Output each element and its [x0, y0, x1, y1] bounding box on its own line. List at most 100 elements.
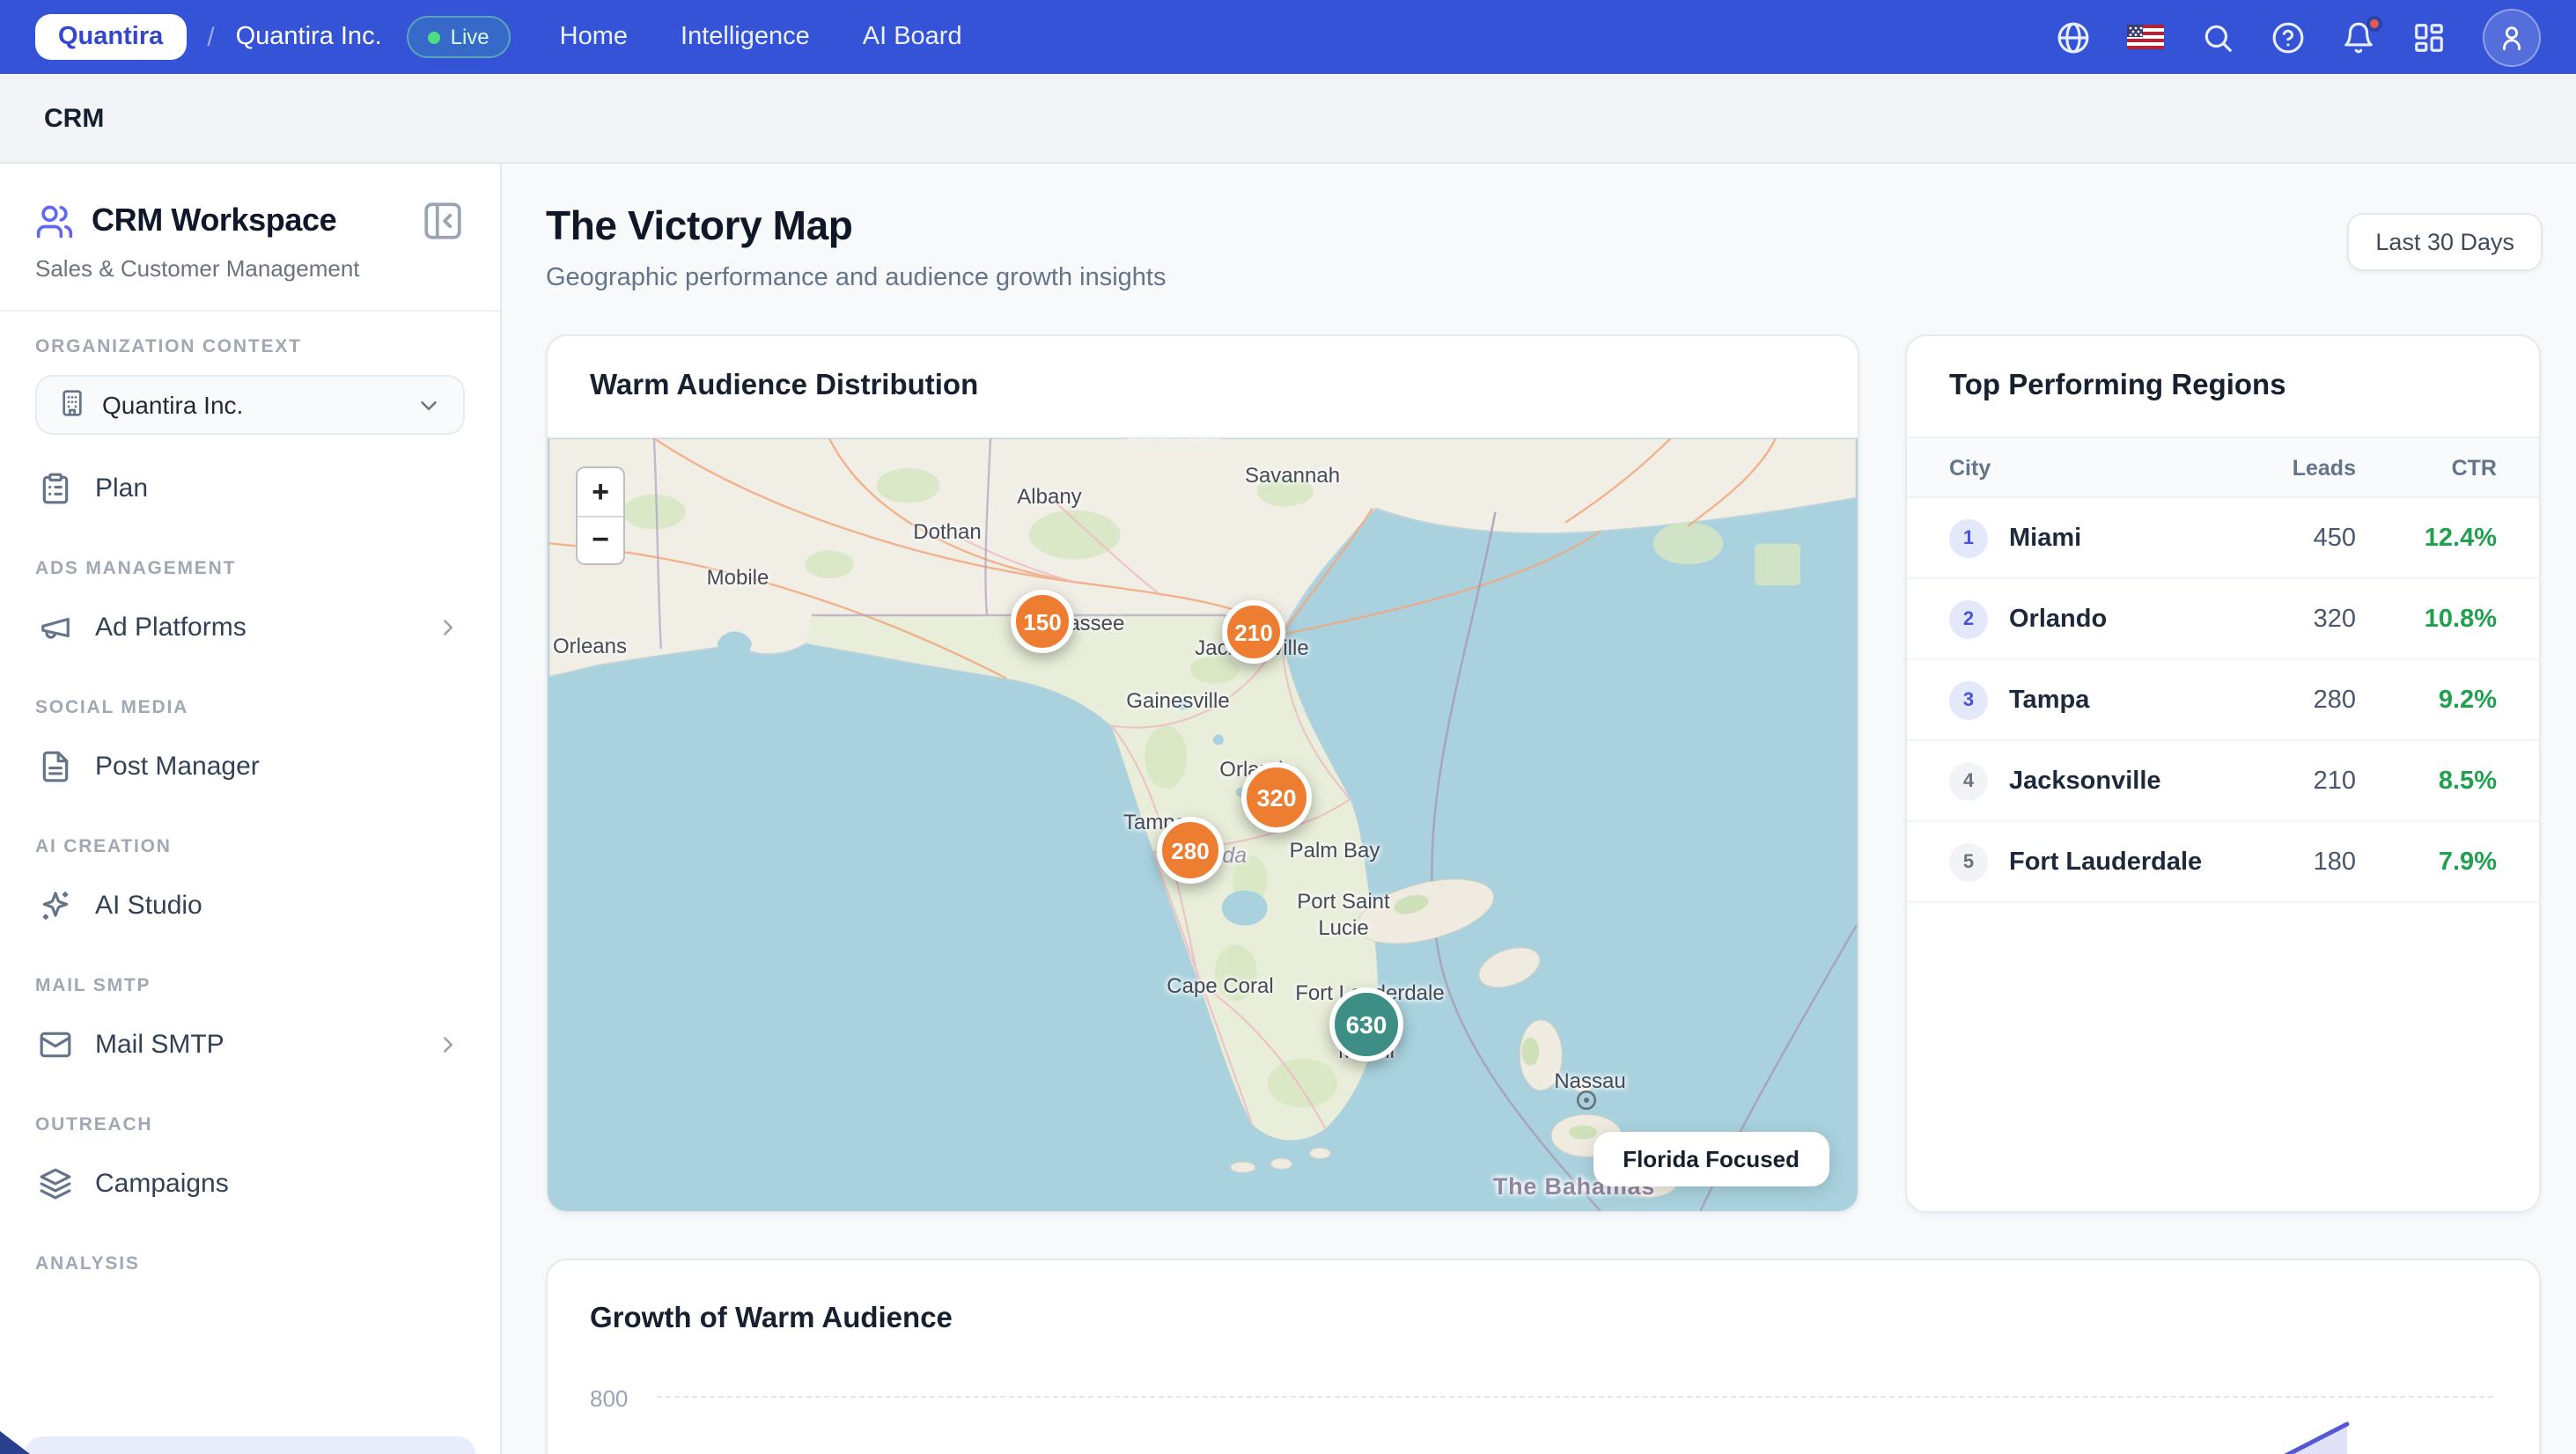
main-content: The Victory Map Geographic performance a…: [502, 164, 2576, 1454]
city-cell: Jacksonville: [2009, 767, 2161, 795]
sidebar-item-mail-smtp[interactable]: Mail SMTP: [35, 1023, 465, 1067]
map-canvas[interactable]: Columbus Savannah Albany Dothan Mobile O…: [548, 438, 1858, 1211]
globe-icon[interactable]: [2057, 20, 2090, 54]
section-organization-context: ORGANIZATION CONTEXT: [35, 336, 302, 357]
column-city: City: [1949, 455, 1991, 480]
rank-badge: 1: [1949, 518, 1988, 557]
map-label-palm-bay: Palm Bay: [1289, 838, 1380, 863]
table-row: 4 Jacksonville 210 8.5%: [1907, 741, 2539, 822]
map-label-albany: Albany: [1017, 484, 1082, 509]
city-cell: Orlando: [2009, 605, 2108, 633]
rank-badge: 4: [1949, 761, 1988, 800]
section-ai-creation: AI CREATION: [35, 836, 172, 857]
workspace-title: CRM Workspace: [92, 202, 337, 238]
chevron-down-icon: [416, 392, 442, 418]
nav-link-ai-board[interactable]: AI Board: [862, 23, 962, 51]
section-analysis: ANALYSIS: [35, 1253, 140, 1274]
map-marker-tallahassee[interactable]: 150: [1011, 590, 1074, 653]
building-icon: [58, 388, 86, 422]
sparkles-icon: [39, 889, 72, 922]
leads-cell: 210: [2313, 767, 2356, 795]
column-leads: Leads: [2292, 455, 2356, 480]
sidebar-active-item-partial[interactable]: [25, 1436, 475, 1454]
page-title: The Victory Map: [546, 202, 853, 248]
map-label-savannah: Savannah: [1244, 463, 1341, 488]
nav-link-intelligence[interactable]: Intelligence: [681, 23, 810, 51]
apps-grid-icon[interactable]: [2412, 20, 2446, 54]
notifications-bell-icon[interactable]: [2342, 15, 2382, 54]
zoom-out-button[interactable]: −: [578, 516, 623, 563]
ctr-cell: 12.4%: [2424, 524, 2497, 552]
help-icon[interactable]: [2271, 20, 2305, 54]
live-dot-icon: [427, 31, 440, 43]
section-mail-smtp: MAIL SMTP: [35, 975, 151, 996]
map-card-title: Warm Audience Distribution: [548, 336, 1858, 438]
sidebar: CRM Workspace Sales & Customer Managemen…: [0, 164, 502, 1454]
target-icon: [1575, 1089, 1598, 1112]
sidebar-item-label: Campaigns: [95, 1169, 229, 1199]
rank-badge: 3: [1949, 680, 1988, 719]
growth-card: Growth of Warm Audience 800: [546, 1259, 2541, 1454]
florida-focused-badge: Florida Focused: [1593, 1132, 1829, 1186]
notification-dot: [2366, 15, 2382, 31]
leads-cell: 180: [2313, 848, 2356, 876]
growth-card-title: Growth of Warm Audience: [590, 1303, 953, 1334]
map-marker-jacksonville[interactable]: 210: [1222, 600, 1285, 664]
leads-cell: 320: [2313, 605, 2356, 633]
map-label-dothan: Dothan: [913, 519, 982, 544]
logo-pill[interactable]: Quantira: [35, 13, 187, 61]
clipboard-icon: [39, 472, 72, 505]
nav-link-home[interactable]: Home: [559, 23, 629, 51]
us-flag-icon[interactable]: [2127, 25, 2164, 49]
user-avatar[interactable]: [2483, 8, 2541, 66]
table-row: 2 Orlando 320 10.8%: [1907, 579, 2539, 660]
map-label-lucie: Lucie: [1318, 915, 1369, 941]
search-icon[interactable]: [2201, 20, 2234, 54]
org-selector[interactable]: Quantira Inc.: [35, 375, 465, 435]
table-header: City Leads CTR: [1907, 438, 2539, 498]
ctr-cell: 7.9%: [2438, 848, 2497, 876]
navbar-actions: [2057, 8, 2541, 66]
map-label-mobile: Mobile: [706, 565, 769, 590]
sidebar-item-campaigns[interactable]: Campaigns: [35, 1162, 465, 1206]
org-selector-value: Quantira Inc.: [102, 391, 244, 419]
sidebar-item-post-manager[interactable]: Post Manager: [35, 745, 465, 789]
sidebar-item-label: Plan: [95, 474, 149, 503]
breadcrumb-org-name[interactable]: Quantira Inc.: [235, 23, 382, 51]
leads-cell: 450: [2313, 524, 2356, 552]
section-ads-management: ADS MANAGEMENT: [35, 558, 237, 579]
map-label-columbus: Columbus: [1125, 438, 1220, 444]
map-label-gainesville: Gainesville: [1126, 688, 1230, 713]
city-cell: Tampa: [2009, 686, 2090, 714]
users-icon: [35, 202, 74, 240]
page-subtitle: Geographic performance and audience grow…: [546, 264, 1167, 292]
sidebar-item-label: Mail SMTP: [95, 1030, 224, 1060]
live-badge-label: Live: [450, 25, 489, 49]
main-nav: Home Intelligence AI Board: [560, 23, 962, 51]
regions-card-title: Top Performing Regions: [1907, 336, 2539, 438]
sidebar-item-ad-platforms[interactable]: Ad Platforms: [35, 606, 465, 650]
map-label-orleans: Orleans: [552, 634, 628, 658]
mail-icon: [39, 1028, 72, 1061]
date-filter-button[interactable]: Last 30 Days: [2347, 213, 2543, 271]
document-icon: [39, 750, 72, 783]
breadcrumb-separator: /: [207, 22, 215, 52]
leads-cell: 280: [2313, 686, 2356, 714]
sidebar-item-label: Post Manager: [95, 752, 260, 782]
sidebar-item-label: AI Studio: [95, 891, 202, 921]
map-marker-orlando[interactable]: 320: [1241, 762, 1312, 833]
sidebar-item-ai-studio[interactable]: AI Studio: [35, 884, 465, 928]
table-row: 3 Tampa 280 9.2%: [1907, 660, 2539, 741]
column-ctr: CTR: [2451, 455, 2497, 480]
collapse-sidebar-icon[interactable]: [421, 199, 465, 243]
breadcrumb-title: CRM: [44, 103, 105, 133]
chevron-right-icon: [435, 614, 461, 641]
sidebar-item-plan[interactable]: Plan: [35, 466, 465, 510]
zoom-in-button[interactable]: +: [592, 474, 609, 508]
breadcrumb-bar: CRM: [0, 74, 2576, 164]
map-label-cape-coral: Cape Coral: [1167, 973, 1274, 998]
map-marker-tampa[interactable]: 280: [1157, 817, 1224, 884]
workspace-subtitle: Sales & Customer Management: [35, 255, 360, 282]
map-marker-miami[interactable]: 630: [1329, 988, 1403, 1061]
